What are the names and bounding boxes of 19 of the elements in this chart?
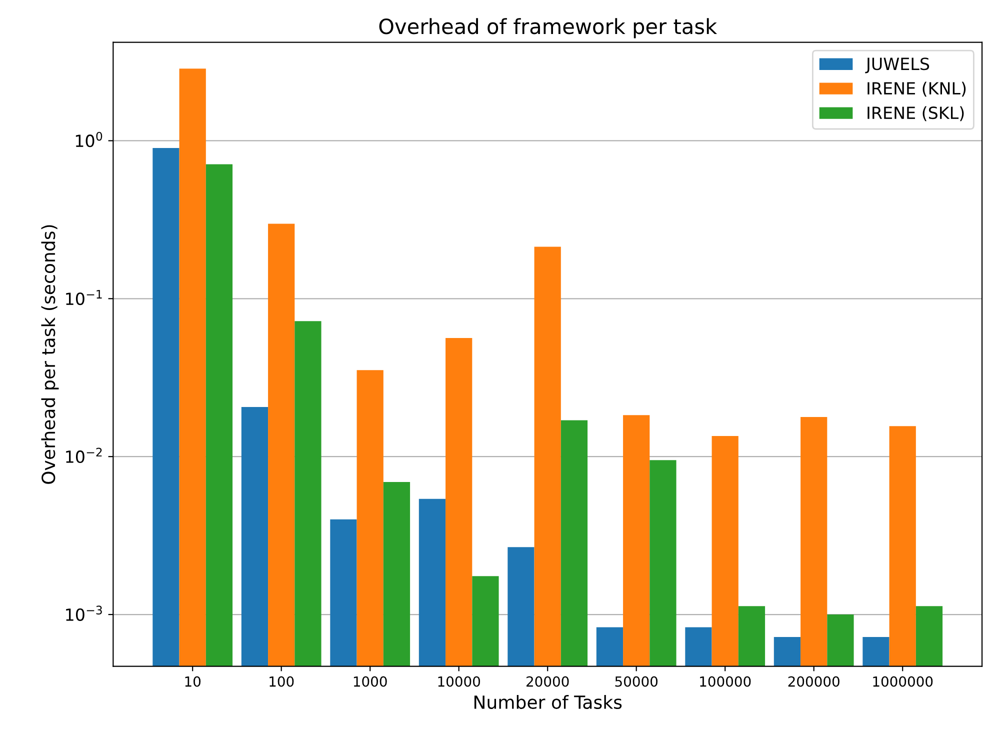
x-axis-title: Number of Tasks <box>474 695 622 709</box>
x-tick-label: 1000 <box>354 676 387 687</box>
legend-label: IRENE (KNL) <box>868 82 966 97</box>
x-tick-label: 100000 <box>700 676 751 687</box>
y-tick-label: 10$^{−1}$ <box>66 290 102 306</box>
y-axis-title: Overhead per task (seconds) <box>41 225 59 484</box>
x-tick-label: 10 <box>185 676 201 687</box>
x-tick-label: 1000000 <box>873 676 933 687</box>
y-tick-label: 10$^{0}$ <box>76 132 102 148</box>
legend-label: JUWELS <box>865 58 930 74</box>
x-tick-label: 20000 <box>526 676 569 687</box>
legend-label: IRENE (SKL) <box>868 106 964 122</box>
x-tick-label: 10000 <box>438 676 480 687</box>
x-tick-label: 200000 <box>788 676 840 687</box>
x-tick-label: 50000 <box>615 676 658 687</box>
y-tick-label: 10$^{−2}$ <box>66 448 102 464</box>
x-tick-label: 100 <box>270 676 294 687</box>
y-tick-label: 10$^{−3}$ <box>66 606 102 621</box>
chart-title: Overhead of framework per task <box>379 18 718 38</box>
